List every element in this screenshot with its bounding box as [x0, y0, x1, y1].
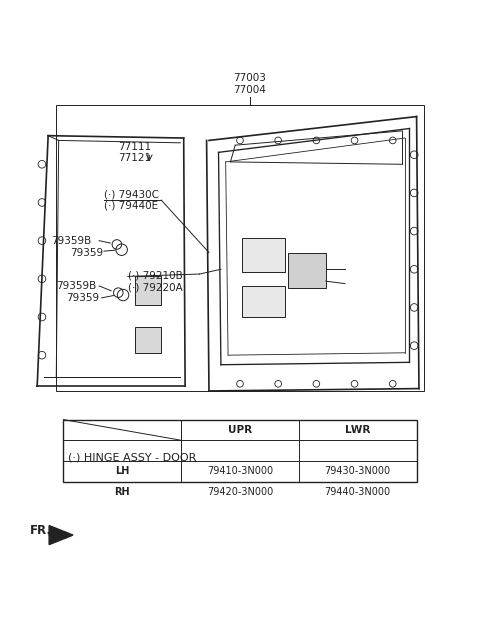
Text: FR.: FR.: [30, 524, 52, 537]
Text: 79420-3N000: 79420-3N000: [207, 487, 273, 497]
Bar: [135, 276, 161, 305]
Text: 79430-3N000: 79430-3N000: [324, 466, 391, 476]
Text: (·) HINGE ASSY - DOOR: (·) HINGE ASSY - DOOR: [68, 453, 197, 463]
Text: (·) 79210B
(·) 79220A: (·) 79210B (·) 79220A: [128, 271, 182, 292]
Bar: [63, 420, 417, 482]
Bar: [288, 252, 326, 288]
Text: 79359B: 79359B: [56, 281, 96, 291]
Bar: [56, 105, 424, 391]
Polygon shape: [49, 526, 73, 545]
Bar: [242, 238, 285, 271]
Bar: [242, 286, 285, 317]
Text: 79359B: 79359B: [51, 236, 92, 245]
Text: UPR: UPR: [228, 425, 252, 435]
Text: (·) 79430C
(·) 79440E: (·) 79430C (·) 79440E: [104, 190, 159, 211]
Text: 79410-3N000: 79410-3N000: [207, 466, 273, 476]
Text: LH: LH: [115, 466, 130, 476]
Text: 79359: 79359: [71, 247, 104, 257]
Text: RH: RH: [114, 487, 130, 497]
Text: LWR: LWR: [345, 425, 371, 435]
Bar: [135, 327, 161, 353]
Text: 79440-3N000: 79440-3N000: [324, 487, 391, 497]
Text: 77003
77004: 77003 77004: [233, 74, 266, 95]
Text: 77111
77121: 77111 77121: [118, 141, 151, 163]
Text: 79359: 79359: [66, 293, 99, 303]
